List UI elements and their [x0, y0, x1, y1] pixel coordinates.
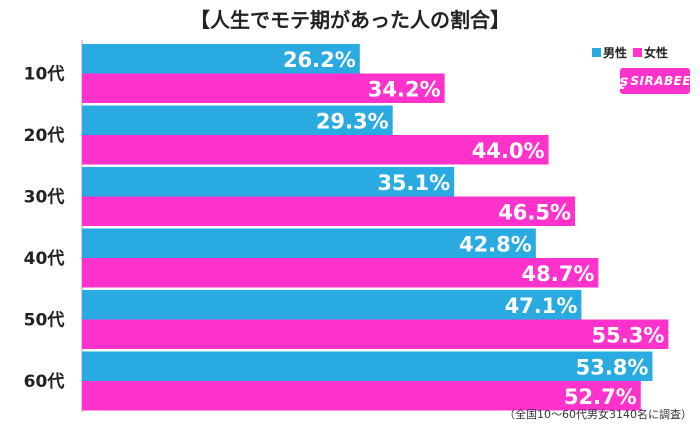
bar-male-5	[82, 351, 653, 381]
legend-label-male: 男性	[603, 46, 628, 60]
legend-label-female: 女性	[644, 46, 669, 60]
value-label-female-5: 52.7%	[564, 385, 637, 409]
logo-mark: ʂ	[618, 72, 629, 90]
bar-female-4	[82, 319, 669, 349]
logo-text: SIRABEE	[630, 74, 692, 88]
value-label-female-1: 44.0%	[472, 139, 545, 163]
value-label-female-2: 46.5%	[498, 200, 571, 224]
category-label-3: 40代	[24, 248, 65, 269]
bar-male-2	[82, 167, 455, 197]
legend-swatch-female	[633, 48, 643, 57]
legend-swatch-male	[592, 48, 601, 57]
legend-item-female: 女性	[633, 44, 668, 61]
legend-item-male: 男性	[592, 44, 627, 61]
value-label-female-3: 48.7%	[522, 262, 595, 286]
value-label-female-4: 55.3%	[592, 323, 665, 347]
category-label-5: 60代	[24, 371, 65, 392]
category-label-4: 50代	[24, 310, 65, 331]
category-label-2: 30代	[24, 187, 65, 208]
bar-female-1	[82, 135, 549, 165]
value-label-male-3: 42.8%	[459, 232, 532, 256]
bar-female-3	[82, 258, 599, 288]
bar-male-1	[82, 105, 393, 135]
bar-female-0	[82, 73, 445, 103]
value-label-male-0: 26.2%	[283, 48, 356, 72]
value-label-male-1: 29.3%	[316, 109, 389, 133]
value-label-male-4: 47.1%	[505, 294, 578, 318]
chart-title: 【人生でモテ期があった人の割合】	[190, 8, 510, 32]
category-label-0: 10代	[24, 64, 65, 85]
bar-male-3	[82, 228, 536, 258]
legend: 男性 女性	[592, 44, 668, 61]
value-label-male-5: 53.8%	[576, 355, 649, 379]
bar-female-5	[82, 381, 641, 411]
bar-male-4	[82, 290, 582, 320]
category-label-1: 20代	[24, 125, 65, 146]
value-label-male-2: 35.1%	[377, 171, 450, 195]
footnote: （全国10～60代男女3140名に調査）	[504, 408, 692, 421]
value-label-female-0: 34.2%	[368, 77, 441, 101]
sirabee-logo: ʂ SIRABEE	[618, 68, 692, 94]
bar-female-2	[82, 196, 576, 226]
bar-male-0	[82, 44, 360, 74]
